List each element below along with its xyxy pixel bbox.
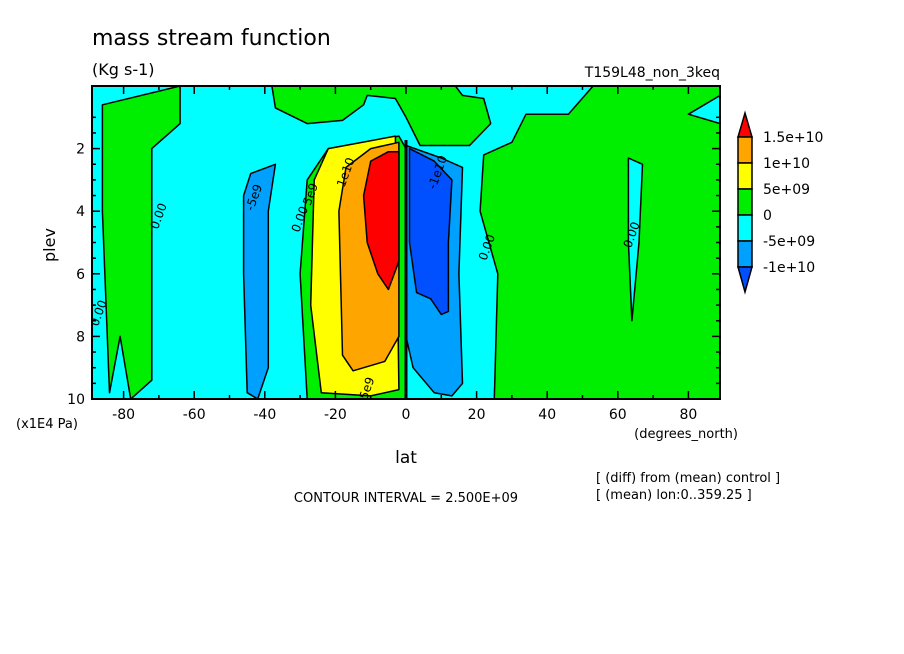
contour-interval-text: CONTOUR INTERVAL = 2.500E+09 [294, 491, 518, 506]
legend-label: 0 [763, 208, 772, 224]
legend-swatch [737, 136, 753, 164]
x-tick-label: 80 [679, 407, 697, 423]
y-tick-label: 6 [76, 267, 85, 283]
contour-region [408, 147, 453, 316]
note-diff: [ (diff) from (mean) control ] [596, 471, 780, 486]
x-tick-label: 20 [468, 407, 486, 423]
x-axis: -80 -60 -40 -20 0 20 40 60 80 [112, 86, 697, 423]
chart-title: mass stream function [92, 26, 331, 51]
x-axis-units: (degrees_north) [634, 427, 738, 442]
experiment-label: T159L48_non_3keq [584, 65, 720, 81]
legend-swatch [737, 162, 753, 190]
y-axis: 2 4 6 8 10 [67, 116, 720, 408]
contour-region [101, 86, 181, 399]
x-tick-label: 40 [538, 407, 556, 423]
y-tick-label: 8 [76, 329, 85, 345]
contour-region [627, 157, 644, 322]
x-tick-label: -60 [183, 407, 206, 423]
y-tick-label: 4 [76, 204, 85, 220]
legend-label: 1.5e+10 [763, 130, 823, 146]
legend-label: 1e+10 [763, 156, 810, 172]
x-tick-label: 0 [402, 407, 411, 423]
x-tick-label: -80 [112, 407, 135, 423]
legend-label: 5e+09 [763, 182, 810, 198]
legend-swatch [737, 214, 753, 242]
x-tick-label: -40 [253, 407, 276, 423]
legend-swatch [737, 188, 753, 216]
legend-label: -5e+09 [763, 234, 815, 250]
y-axis-label: plev [40, 228, 59, 262]
note-mean-lon: [ (mean) lon:0..359.25 ] [596, 488, 752, 503]
x-tick-label: -20 [324, 407, 347, 423]
legend-swatch [737, 240, 753, 268]
contour-region [271, 86, 492, 147]
legend-swatch [737, 110, 753, 138]
contour-region [242, 163, 277, 399]
contour-region [479, 86, 720, 399]
contour-region [362, 150, 400, 291]
chart-units: (Kg s-1) [92, 60, 155, 79]
legend-swatch [737, 266, 753, 295]
y-tick-label: 2 [76, 142, 85, 158]
y-axis-units: (x1E4 Pa) [16, 417, 78, 432]
legend-label: -1e+10 [763, 260, 815, 276]
x-tick-label: 60 [609, 407, 627, 423]
contour-label: 5e9 [356, 375, 377, 401]
y-tick-label: 10 [67, 392, 85, 408]
color-legend: 1.5e+10 1e+10 5e+09 0 -5e+09 -1e+10 [737, 110, 823, 295]
contour-regions [101, 86, 720, 399]
x-axis-label: lat [395, 448, 417, 468]
